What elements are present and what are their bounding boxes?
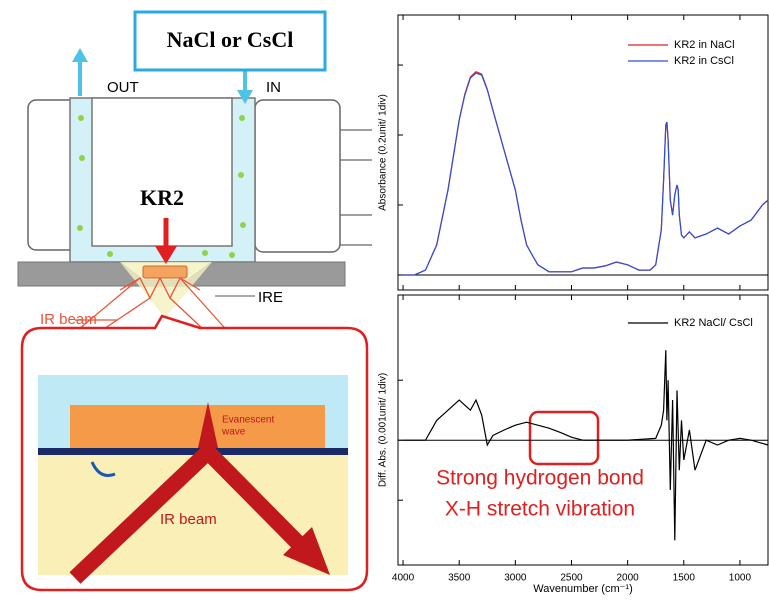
beam-label: IR beam: [40, 311, 97, 328]
plot-frame: [398, 295, 768, 565]
x-axis-label: Wavenumber (cm⁻¹): [533, 583, 633, 595]
legend-label: KR2 in CsCl: [674, 55, 734, 67]
highlight-box: [530, 412, 598, 464]
x-tick-label: 3000: [504, 573, 527, 584]
out-label: OUT: [107, 79, 139, 96]
inset-beam-label: IR beam: [160, 511, 217, 528]
x-tick-label: 1000: [729, 573, 752, 584]
in-label: IN: [266, 79, 281, 96]
legend-label: KR2 NaCl/ CsCl: [674, 317, 753, 329]
cell-diagram: NaCl or CsCl OUT IN KR2 IRE IR beam: [18, 12, 372, 345]
spectra: Absorbance (0.2unit/ 1div) KR2 in NaCl KR2…: [378, 15, 768, 595]
ire-label: IRE: [258, 289, 283, 306]
sample-label: KR2: [140, 185, 184, 210]
y-axis-label: Absorbance (0.2unit/ 1div): [378, 94, 389, 211]
x-tick-label: 1500: [673, 573, 696, 584]
spectrum-line: [403, 72, 768, 275]
y-axis-label: Diff. Abs. (0.001unit/ 1div): [378, 373, 389, 487]
legend-label: KR2 in NaCl: [674, 39, 735, 51]
inset: Evanescent wave IR beam: [22, 316, 367, 590]
x-tick-label: 3500: [448, 573, 471, 584]
solution-label: NaCl or CsCl: [167, 27, 294, 52]
spectrum-line: [403, 73, 768, 275]
figure: NaCl or CsCl OUT IN KR2 IRE IR beam Evan…: [0, 0, 769, 595]
x-tick-label: 4000: [392, 573, 415, 584]
annotation: Strong hydrogen bond: [436, 467, 644, 490]
evanescent-label: Evanescent: [222, 415, 274, 426]
annotation: X-H stretch vibration: [445, 498, 635, 521]
evanescent-label: wave: [221, 427, 246, 438]
